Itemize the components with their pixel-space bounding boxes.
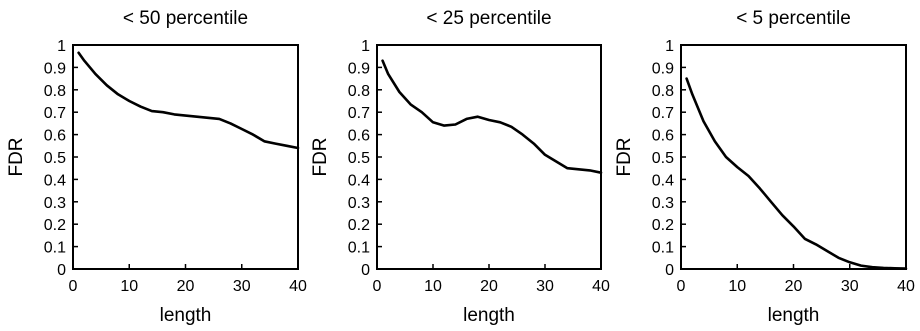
y-tick-label: 1: [665, 38, 674, 55]
chart-title: < 50 percentile: [123, 8, 248, 29]
x-tick-label: 0: [373, 278, 382, 295]
y-tick-label: 0.5: [652, 150, 674, 167]
y-tick-label: 0.2: [348, 217, 370, 234]
plot-frame: [680, 44, 907, 270]
y-tick-label: 1: [57, 38, 66, 55]
x-tick-label: 20: [177, 278, 195, 295]
chart-panel-3: < 5 percentile 0 0.1 0.2 0.3 0.4 0.5 0.6 0.7 0.8 0…: [614, 8, 915, 326]
x-tick-label: 20: [785, 278, 803, 295]
y-tick-label: 0.9: [652, 60, 674, 77]
y-tick-label: 0.2: [652, 217, 674, 234]
y-tick-label: 0.7: [44, 105, 66, 122]
y-tick-label: 0: [665, 262, 674, 279]
y-tick-label: 0.9: [348, 60, 370, 77]
x-axis-label: length: [768, 305, 820, 326]
y-axis-label: FDR: [614, 137, 635, 176]
chart-title: < 5 percentile: [736, 8, 851, 29]
x-tick-label: 40: [289, 278, 307, 295]
x-tick-label: 10: [424, 278, 442, 295]
y-tick-label: 0.1: [652, 240, 674, 257]
x-axis-label: length: [160, 305, 212, 326]
y-tick-label: 0.4: [652, 172, 674, 189]
x-tick-label: 0: [69, 278, 78, 295]
y-tick-label: 0: [57, 262, 66, 279]
y-tick-label: 0.5: [44, 150, 66, 167]
y-tick-label: 0.3: [652, 195, 674, 212]
data-line-series-1: [77, 51, 300, 150]
x-tick-label: 10: [728, 278, 746, 295]
y-tick-label: 0: [361, 262, 370, 279]
y-tick-label: 0.9: [44, 60, 66, 77]
chart-panel-1: < 50 percentile 0 0.1 0.2 0.3 0.4 0.5 0.6 0.7 0.8…: [6, 8, 307, 326]
plot-frame: [376, 44, 602, 270]
y-tick-label: 0.8: [348, 83, 370, 100]
y-tick-label: 0.3: [44, 195, 66, 212]
y-tick-label: 0.1: [44, 240, 66, 257]
x-axis-label: length: [463, 305, 515, 326]
y-tick-label: 0.2: [44, 217, 66, 234]
x-tick-label: 30: [841, 278, 859, 295]
y-tick-label: 0.6: [44, 128, 66, 145]
y-tick-label: 0.7: [652, 105, 674, 122]
plot-frame: [72, 44, 299, 270]
x-tick-label: 10: [120, 278, 138, 295]
y-tick-label: 0.4: [44, 172, 66, 189]
y-tick-label: 0.7: [348, 105, 370, 122]
y-tick-label: 1: [361, 38, 370, 55]
y-tick-label: 0.4: [348, 172, 370, 189]
x-tick-label: 20: [480, 278, 498, 295]
data-line-series-1: [381, 59, 603, 174]
y-tick-label: 0.8: [44, 83, 66, 100]
data-line-series-1: [685, 77, 908, 270]
y-tick-label: 0.3: [348, 195, 370, 212]
x-tick-label: 0: [677, 278, 686, 295]
x-tick-label: 40: [897, 278, 915, 295]
x-tick-label: 30: [536, 278, 554, 295]
y-tick-label: 0.6: [348, 128, 370, 145]
x-tick-label: 30: [233, 278, 251, 295]
y-axis-label: FDR: [310, 137, 331, 176]
chart-panel-2: < 25 percentile 0 0.1 0.2 0.3 0.4 0.5 0.6 0.7 0.8…: [310, 8, 610, 326]
x-tick-label: 40: [592, 278, 610, 295]
y-tick-label: 0.5: [348, 150, 370, 167]
y-tick-label: 0.1: [348, 240, 370, 257]
chart-title: < 25 percentile: [426, 8, 551, 29]
y-tick-label: 0.6: [652, 128, 674, 145]
y-tick-label: 0.8: [652, 83, 674, 100]
y-axis-label: FDR: [6, 137, 27, 176]
